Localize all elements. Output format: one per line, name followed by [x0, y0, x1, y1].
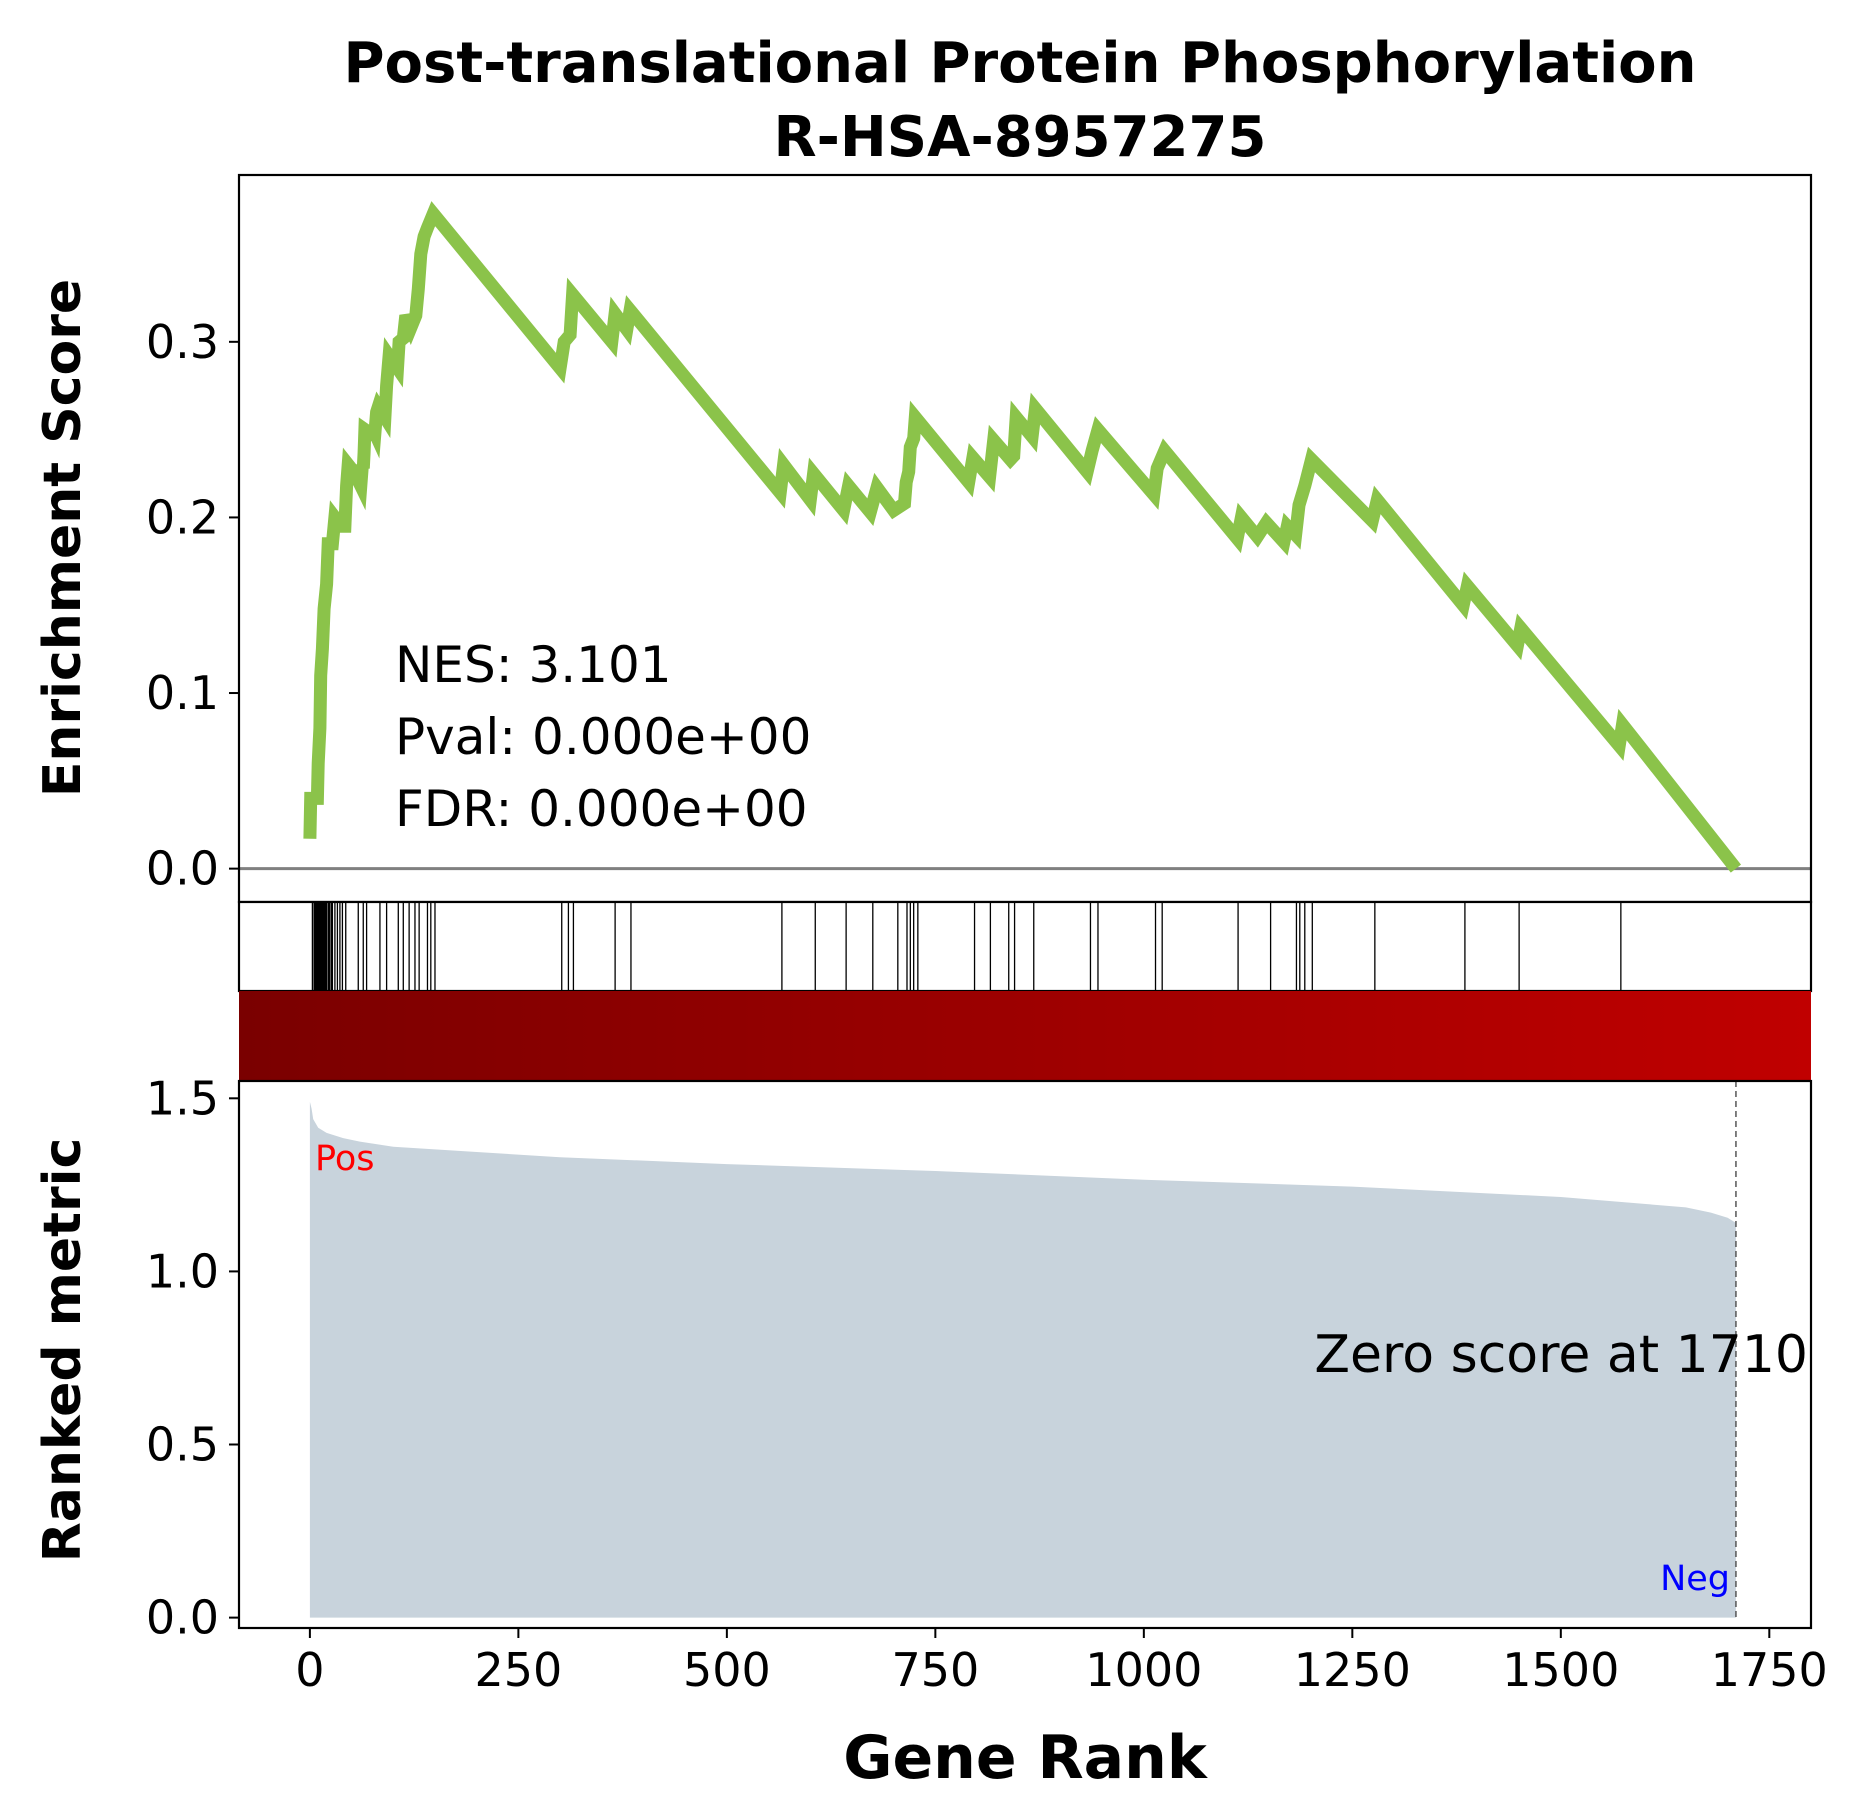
- x-tick-label: 750: [891, 1643, 979, 1697]
- ranked-plot-frame: [237, 1079, 1813, 1630]
- x-tick-label: 1500: [1502, 1643, 1619, 1697]
- hits-panel: [237, 900, 1813, 993]
- es-y-axis-label: Enrichment Score: [33, 279, 93, 797]
- es-curve-line: [303, 201, 1742, 873]
- es-y-tick-label: 0.0: [146, 842, 219, 896]
- es-y-axis: 0.0 0.1 0.2 0.3: [146, 315, 239, 896]
- ranked-metric-area: [309, 1101, 1736, 1618]
- neg-label: Neg: [1660, 1559, 1730, 1599]
- es-y-tick-label: 0.3: [146, 315, 219, 369]
- rank-colorbar: [239, 991, 1811, 1081]
- x-tick-label: 500: [683, 1643, 771, 1697]
- pval-stat-text: Pval: 0.000e+00: [395, 708, 811, 766]
- gene-hit-marks: [311, 902, 1622, 991]
- ranked-y-tick-label: 0.5: [146, 1418, 219, 1472]
- ranked-y-tick-label: 1.0: [146, 1244, 219, 1298]
- chart-title-line1: Post-translational Protein Phosphorylati…: [344, 31, 1697, 96]
- ranked-metric-panel: Pos Neg Zero score at 1710 0.00.51.01.5 …: [33, 1071, 1828, 1793]
- nes-stat-text: NES: 3.101: [395, 636, 672, 694]
- fdr-stat-text: FDR: 0.000e+00: [395, 780, 808, 838]
- zero-score-text: Zero score at 1710: [1314, 1325, 1808, 1385]
- ranked-y-axis: 0.0 0.5 1.0 1.5: [146, 1071, 239, 1645]
- es-y-tick-label: 0.2: [146, 490, 219, 544]
- ranked-y-tick-label: 1.5: [146, 1071, 219, 1125]
- chart-title-line2: R-HSA-8957275: [774, 105, 1267, 170]
- x-tick-label: 250: [474, 1643, 562, 1697]
- x-axis: 0 250 500 750 1000 1250 1500 1750: [295, 1628, 1828, 1697]
- pos-label: Pos: [315, 1139, 375, 1179]
- x-tick-label: 1000: [1085, 1643, 1202, 1697]
- x-axis-label: Gene Rank: [843, 1723, 1209, 1793]
- x-tick-label: 0: [295, 1643, 324, 1697]
- es-panel: 0.00.10.20.3 NES: 3.101 Pval: 0.000e+00 …: [33, 173, 1813, 904]
- rank-colorbar-gradient: [239, 991, 1811, 1081]
- ranked-y-tick-label: 0.0: [146, 1591, 219, 1645]
- hits-plot-area: [239, 902, 1811, 991]
- x-tick-label: 1250: [1294, 1643, 1411, 1697]
- es-curve-group: [303, 201, 1742, 873]
- es-y-tick-label: 0.1: [146, 666, 219, 720]
- ranked-y-axis-label: Ranked metric: [33, 1138, 93, 1563]
- x-tick-label: 1750: [1711, 1643, 1828, 1697]
